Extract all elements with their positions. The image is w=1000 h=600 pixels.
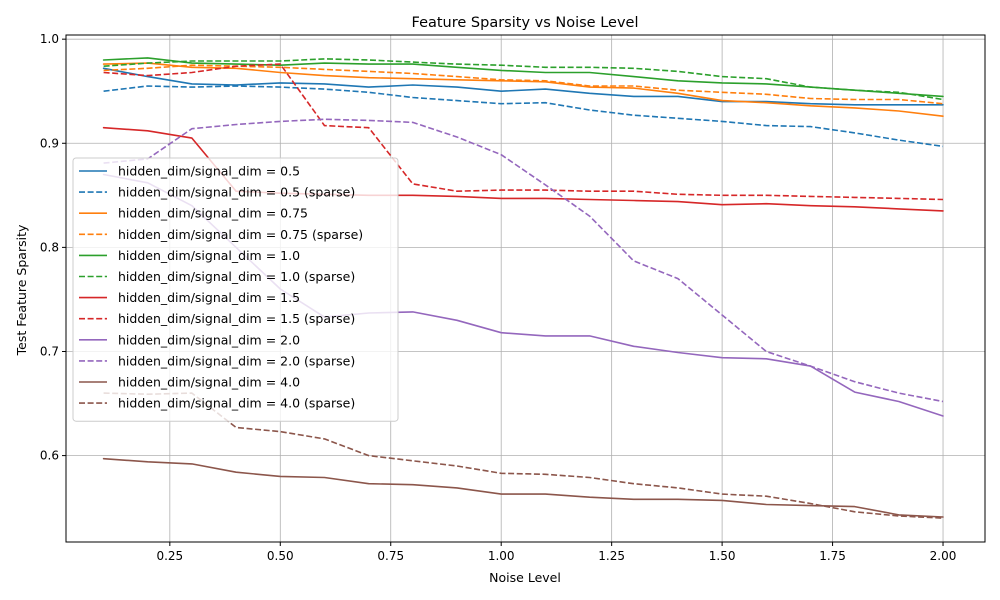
legend-label: hidden_dim/signal_dim = 2.0 xyxy=(118,332,300,347)
series-line-11 xyxy=(103,392,944,519)
legend-label: hidden_dim/signal_dim = 2.0 (sparse) xyxy=(118,353,355,368)
legend-label: hidden_dim/signal_dim = 0.75 (sparse) xyxy=(118,227,363,242)
y-axis-ticks: 0.6 0.7 0.8 0.9 1.0 xyxy=(40,32,66,463)
x-tick-label: 1.75 xyxy=(819,549,846,563)
legend-label: hidden_dim/signal_dim = 0.5 xyxy=(118,164,300,179)
y-tick-label: 1.0 xyxy=(40,32,59,46)
x-tick-label: 1.25 xyxy=(598,549,625,563)
y-tick-label: 0.8 xyxy=(40,240,59,254)
legend-label: hidden_dim/signal_dim = 1.5 (sparse) xyxy=(118,311,355,326)
series-line-7 xyxy=(103,63,944,201)
series-line-1 xyxy=(103,85,944,148)
x-tick-label: 0.25 xyxy=(156,549,183,563)
x-axis-label: Noise Level xyxy=(489,570,561,585)
legend-label: hidden_dim/signal_dim = 4.0 (sparse) xyxy=(118,396,355,411)
legend-label: hidden_dim/signal_dim = 1.0 xyxy=(118,248,300,263)
series-line-9 xyxy=(103,118,944,403)
y-tick-label: 0.9 xyxy=(40,136,59,150)
legend-box xyxy=(72,157,399,422)
y-tick-label: 0.7 xyxy=(40,344,59,358)
y-tick-label: 0.6 xyxy=(40,449,59,463)
x-tick-label: 2.00 xyxy=(930,549,957,563)
legend-label: hidden_dim/signal_dim = 4.0 xyxy=(118,375,300,390)
legend-label: hidden_dim/signal_dim = 1.0 (sparse) xyxy=(118,269,355,284)
series-line-5 xyxy=(103,58,944,101)
x-axis-ticks: 0.25 0.50 0.75 1.00 1.25 1.50 1.75 2.00 xyxy=(156,542,956,563)
legend-label: hidden_dim/signal_dim = 1.5 xyxy=(118,290,300,305)
series-line-2 xyxy=(102,62,944,117)
x-tick-label: 0.75 xyxy=(377,549,404,563)
plot-frame xyxy=(65,34,986,543)
series-line-4 xyxy=(102,57,944,98)
series-line-0 xyxy=(102,67,944,106)
x-tick-label: 1.50 xyxy=(709,549,736,563)
chart-title: Feature Sparsity vs Noise Level xyxy=(412,15,639,31)
x-tick-label: 0.50 xyxy=(267,549,294,563)
y-axis-label: Test Feature Sparsity xyxy=(14,224,29,356)
legend: hidden_dim/signal_dim = 0.5 hidden_dim/si… xyxy=(72,157,399,422)
series-line-10 xyxy=(102,457,944,518)
x-tick-label: 1.00 xyxy=(488,549,515,563)
legend-label: hidden_dim/signal_dim = 0.5 (sparse) xyxy=(118,185,355,200)
legend-label: hidden_dim/signal_dim = 0.75 xyxy=(118,206,308,221)
